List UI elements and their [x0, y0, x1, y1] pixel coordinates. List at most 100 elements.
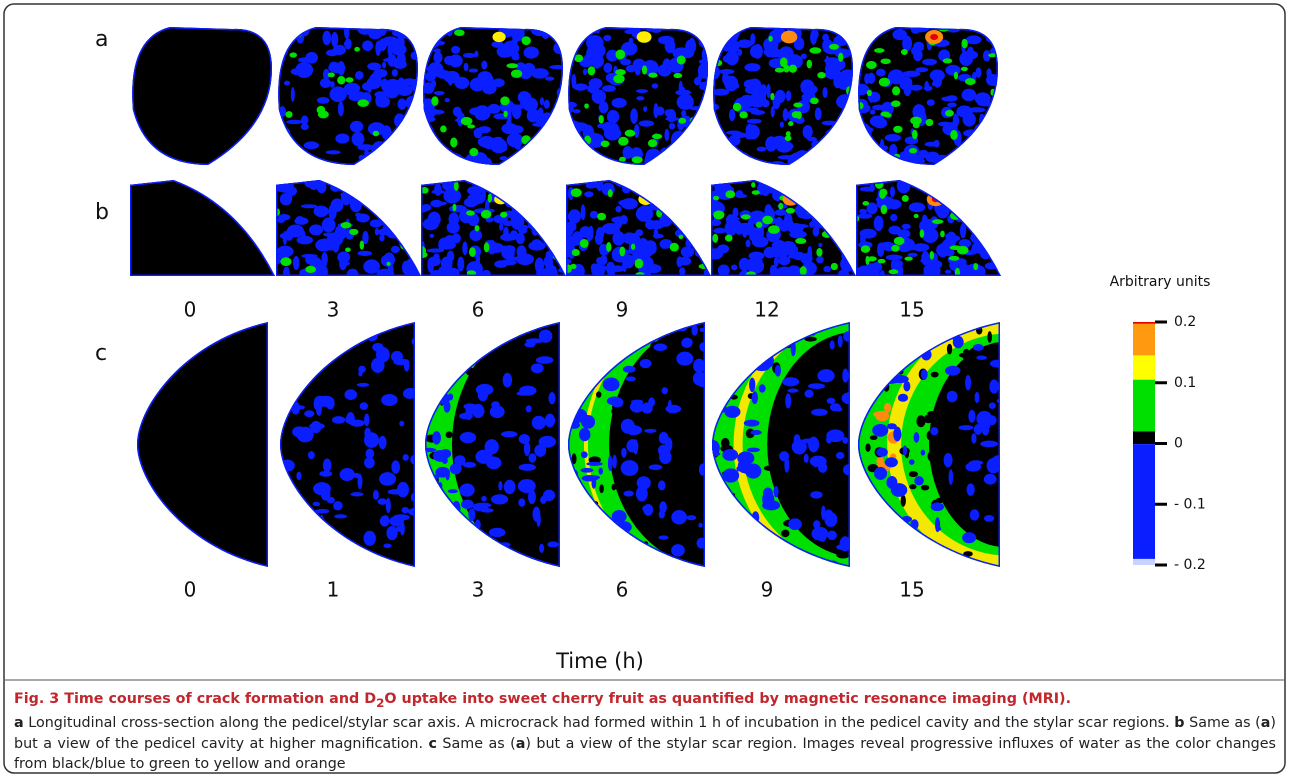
blob: [566, 264, 572, 273]
blob: [973, 423, 983, 435]
blob: [974, 391, 980, 404]
blob: [390, 43, 407, 56]
blob: [782, 377, 800, 387]
blob: [481, 60, 488, 70]
blob: [798, 369, 806, 379]
blob: [890, 100, 901, 107]
blob: [542, 489, 556, 502]
blob: [611, 397, 624, 408]
blob: [658, 535, 669, 540]
blob: [726, 216, 740, 221]
blob: [452, 203, 457, 212]
blob: [696, 412, 702, 418]
blob: [446, 221, 460, 234]
blob: [783, 322, 801, 332]
blob: [319, 470, 333, 477]
blob: [955, 493, 960, 499]
colorbar-band: [1133, 323, 1155, 356]
blob: [788, 121, 794, 127]
colorbar-band: [1133, 431, 1155, 445]
blob: [284, 39, 290, 44]
blob: [922, 58, 937, 66]
blob: [782, 108, 789, 122]
blob: [476, 180, 484, 187]
blob: [942, 58, 953, 64]
blob: [726, 39, 740, 54]
blob: [301, 230, 306, 239]
blob: [984, 241, 993, 247]
blob: [425, 447, 437, 453]
blob: [712, 233, 719, 243]
blob: [392, 188, 399, 204]
blob: [867, 256, 877, 262]
blob: [367, 62, 382, 71]
blob: [938, 188, 945, 195]
blob: [643, 106, 648, 112]
blob: [374, 227, 380, 236]
blob: [648, 72, 658, 78]
blob: [976, 410, 993, 427]
blob: [319, 78, 331, 89]
blob: [488, 527, 506, 538]
blob: [902, 70, 921, 78]
blob: [369, 261, 376, 272]
blob: [880, 58, 891, 65]
blob: [676, 55, 686, 65]
blob: [897, 229, 911, 239]
blob: [843, 331, 850, 342]
blob: [717, 341, 728, 351]
blob: [446, 153, 464, 165]
blob: [882, 513, 891, 524]
blob: [697, 72, 702, 83]
blob: [857, 213, 873, 219]
blob: [788, 64, 797, 73]
time-label: 15: [899, 298, 924, 322]
blob: [643, 185, 659, 190]
blob: [370, 357, 385, 373]
blob: [621, 330, 636, 342]
blob: [285, 505, 301, 513]
blob: [301, 253, 318, 259]
blob: [892, 86, 901, 96]
caption-text: ) but a view of the pedicel cavity at hi…: [14, 715, 1276, 752]
blob: [679, 267, 686, 276]
blob: [519, 560, 525, 567]
blob: [523, 200, 535, 207]
blob: [438, 329, 452, 338]
blob: [568, 421, 581, 429]
blob: [641, 247, 654, 258]
blob: [807, 373, 821, 380]
blob: [431, 365, 443, 373]
blob: [582, 124, 595, 140]
blob: [529, 195, 539, 211]
caption-text: Longitudinal cross-section along the ped…: [23, 715, 1175, 732]
outline: [425, 322, 560, 567]
blob: [349, 120, 364, 133]
mri-image: [280, 322, 415, 567]
caption-ref: a: [1260, 715, 1271, 732]
blob: [691, 324, 698, 336]
blob: [406, 213, 411, 220]
blob: [902, 445, 908, 456]
blob: [454, 29, 465, 36]
blob: [879, 188, 888, 197]
blob: [345, 247, 351, 252]
blob: [520, 352, 528, 362]
blob: [322, 232, 336, 237]
blob: [323, 554, 329, 564]
blob: [722, 55, 732, 63]
blob: [508, 125, 524, 134]
hotspot: [636, 31, 652, 43]
mri-image: [276, 180, 421, 276]
blob: [592, 58, 602, 69]
blob: [612, 454, 617, 469]
blob: [544, 121, 558, 136]
blob: [950, 130, 958, 140]
blob: [394, 201, 405, 217]
blob: [862, 325, 873, 338]
blob: [698, 395, 705, 404]
blob: [379, 180, 398, 183]
blob: [321, 217, 336, 233]
blob: [834, 212, 852, 226]
blob: [672, 47, 690, 58]
